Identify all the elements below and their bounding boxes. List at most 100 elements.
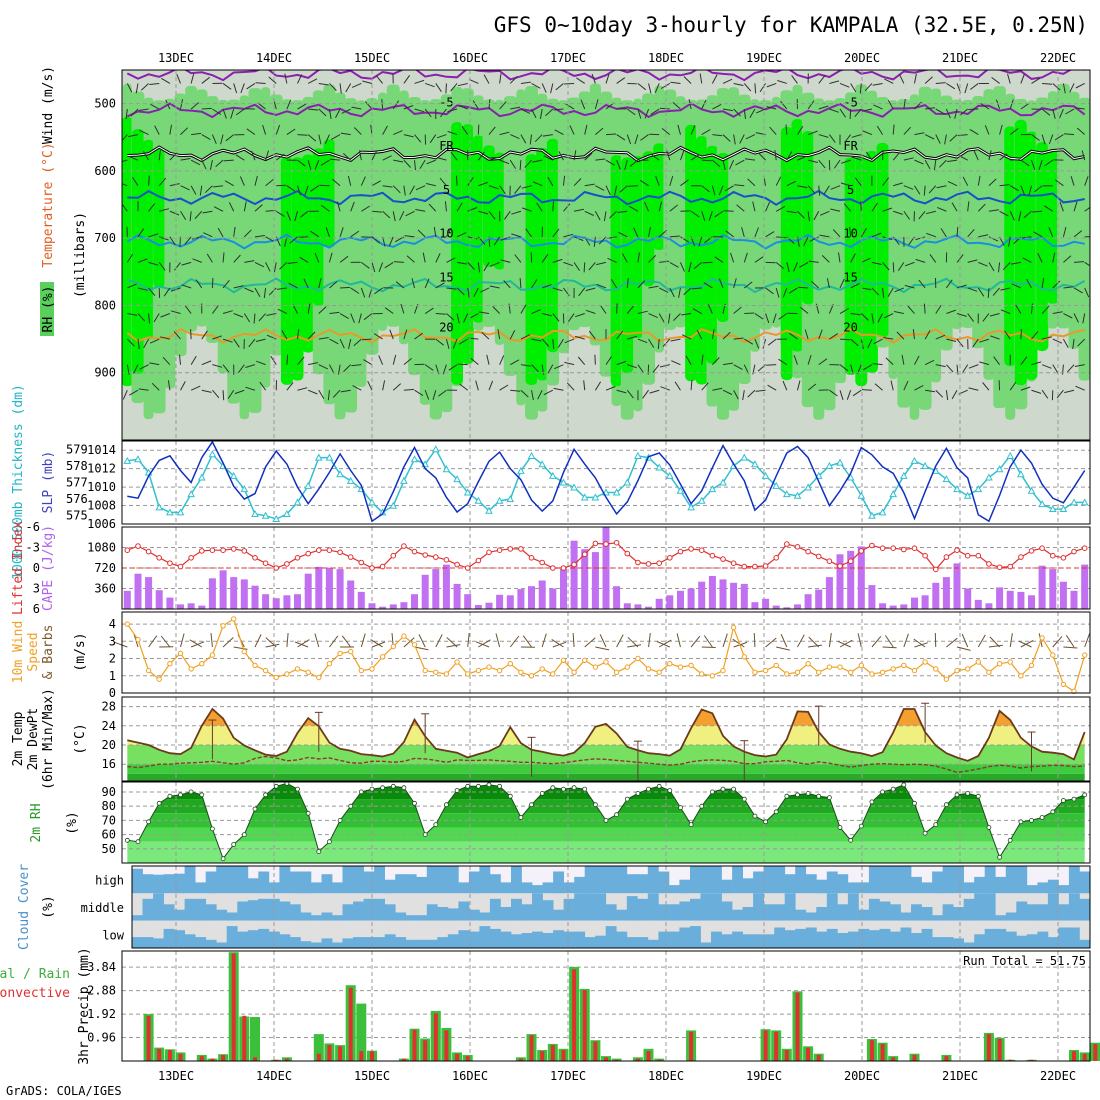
wind-barb [403, 388, 414, 391]
wind-barb [488, 156, 499, 161]
rh-point [752, 813, 758, 819]
cloud-cell [984, 893, 996, 921]
wind-barb [148, 203, 156, 212]
wind-barb [399, 211, 405, 221]
cloud-cell [826, 928, 838, 948]
rh-point [167, 793, 173, 799]
wind-barb [918, 279, 926, 289]
cloud-cell [732, 909, 743, 921]
cloud-cell [553, 909, 564, 921]
rh-point [273, 783, 279, 789]
wind-barb [650, 153, 660, 161]
wind-barb [887, 100, 894, 110]
cape-bar [1081, 564, 1089, 609]
wind-barb [201, 134, 211, 141]
wind-barb [669, 287, 675, 298]
wind-barb [174, 262, 181, 271]
wind-barb [735, 159, 745, 166]
wind-barb [707, 304, 713, 314]
cloud-cell [890, 904, 901, 921]
cloud-cell [500, 931, 512, 948]
wind-speed-point [1039, 635, 1045, 641]
wind-barb [871, 635, 882, 648]
cloud-cell [795, 909, 807, 921]
wind-barb [321, 204, 330, 212]
cloud-cell [205, 871, 217, 894]
wind-barb [980, 102, 990, 110]
temp-label-4: (°C) [73, 723, 88, 754]
wind-barb [1033, 185, 1043, 193]
thickness-point [655, 463, 664, 471]
cape-bar [740, 583, 748, 609]
wind-barb [808, 260, 819, 263]
wind-barb [637, 310, 648, 315]
wind-barb [490, 261, 500, 267]
wind-barb [644, 201, 650, 212]
temp-label-3: (6hr Min/Max) [41, 688, 56, 790]
wind-barb [1000, 309, 1011, 314]
cloud-cell [332, 882, 343, 894]
wind-barb [701, 99, 707, 110]
y-tick-label: 16 [102, 757, 116, 771]
wind-barb [743, 83, 752, 92]
li-point [635, 559, 641, 566]
rh-moist-column [983, 89, 995, 380]
wind-barb [860, 228, 867, 238]
cloud-cell [1079, 898, 1091, 921]
cloud-cell [574, 931, 586, 948]
wind-speed-point [496, 667, 503, 674]
thickness-point [857, 491, 866, 499]
rh-point [710, 789, 715, 795]
cloud-cell [216, 942, 228, 948]
wind-barb [536, 202, 543, 212]
precip-convective-bar [540, 1051, 545, 1061]
wind-barb [469, 313, 479, 319]
cloud-cell [142, 898, 154, 921]
wind-speed-point [422, 667, 428, 674]
wind-barb [903, 157, 914, 161]
wind-barb [580, 99, 586, 110]
cloud-cell [384, 904, 396, 921]
wind-barb [228, 202, 235, 212]
wind-barb [424, 307, 434, 314]
wind-speed-point [741, 654, 747, 660]
li-point [815, 553, 822, 560]
cloud-cell [711, 931, 722, 948]
wind-barb [844, 134, 852, 143]
wind-barb [1009, 211, 1015, 221]
cloud-cell [774, 927, 786, 948]
rh-point [209, 826, 215, 832]
wind-barb [1037, 253, 1043, 263]
wind-speed-point [933, 666, 939, 672]
wind-barb [854, 177, 862, 187]
cloud-cell [500, 882, 512, 894]
wind-barb [258, 313, 266, 322]
wind-barb [629, 205, 639, 212]
wind-barb [644, 108, 650, 119]
wind-barb [243, 201, 247, 212]
wind-barb [1015, 304, 1022, 314]
cape-bar [751, 602, 759, 609]
cape-bar [655, 598, 663, 610]
wind-barb [650, 108, 660, 115]
cape-bar [698, 581, 706, 609]
rh-saturated-column [546, 138, 559, 353]
wind-barb [222, 83, 232, 90]
wind-barb [882, 646, 897, 649]
thickness-point [793, 491, 802, 499]
wind-barb [292, 304, 298, 314]
cloud-cell [847, 931, 859, 948]
precip-total-bar [250, 1017, 260, 1061]
li-tick: -6 [26, 520, 40, 534]
wind-barb [486, 354, 490, 365]
wind-barb [339, 227, 344, 237]
cloud-cell [279, 934, 291, 948]
li-point [560, 565, 567, 571]
wind-barb [712, 387, 723, 391]
wind-barb [367, 380, 373, 391]
rh-point [848, 837, 854, 843]
wind-barb [935, 334, 946, 340]
cloud-cell [226, 866, 238, 894]
